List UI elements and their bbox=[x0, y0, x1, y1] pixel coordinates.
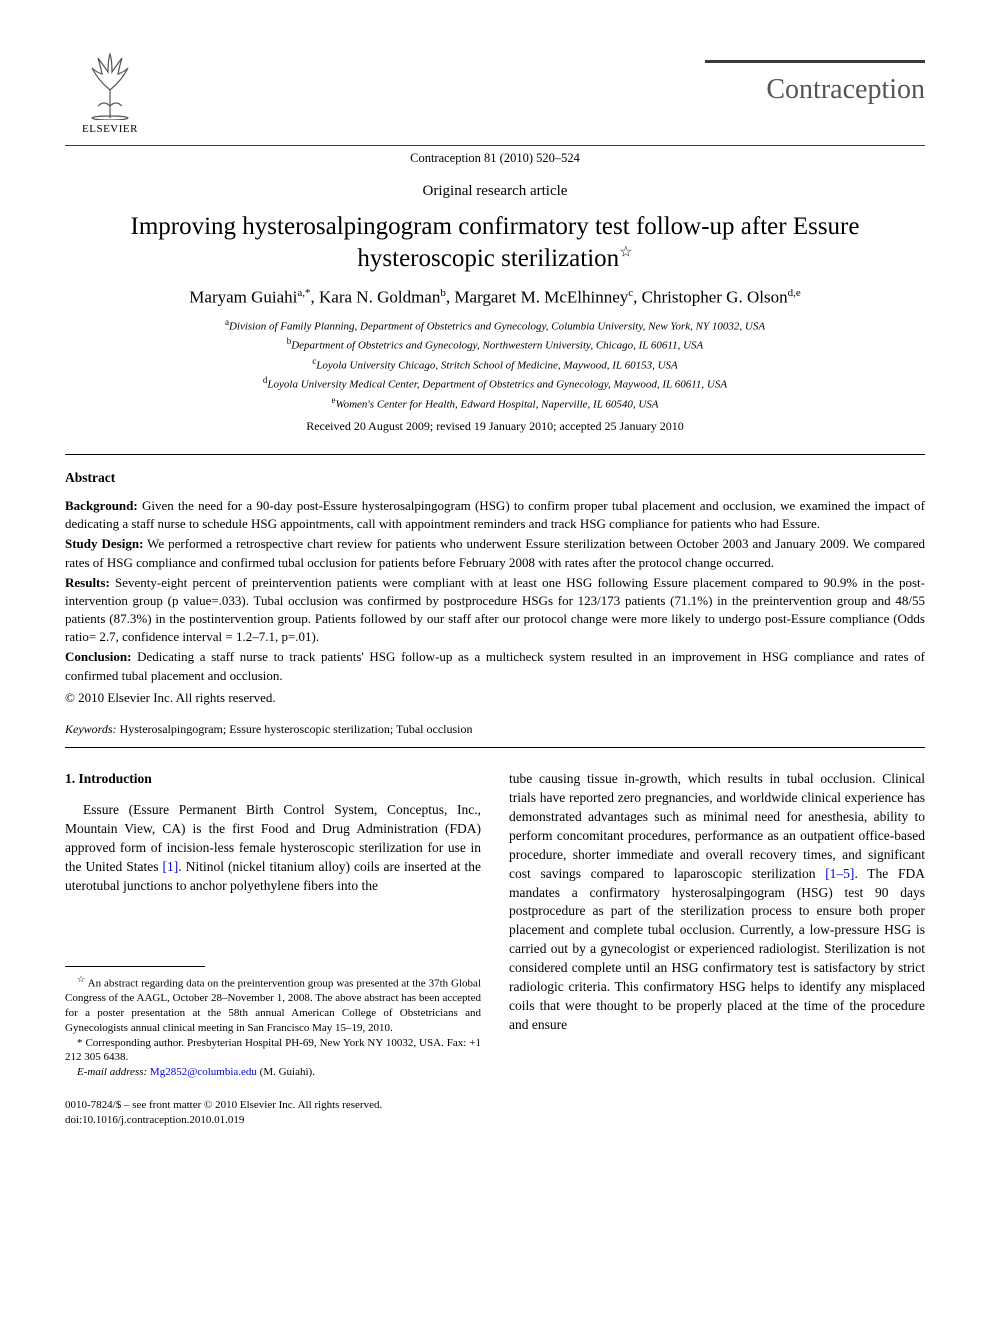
left-column: 1. Introduction Essure (Essure Permanent… bbox=[65, 770, 481, 1080]
author-4: , Christopher G. Olson bbox=[633, 288, 787, 307]
elsevier-tree-icon bbox=[78, 50, 142, 120]
publisher-block: ELSEVIER bbox=[65, 50, 155, 137]
abstract-body: Background: Given the need for a 90-day … bbox=[65, 497, 925, 707]
affiliation-b: Department of Obstetrics and Gynecology,… bbox=[291, 340, 703, 352]
footnote-email-link[interactable]: Mg2852@columbia.edu bbox=[147, 1066, 257, 1078]
abstract-conclusion-text: Dedicating a staff nurse to track patien… bbox=[65, 649, 925, 682]
affiliation-c: Loyola University Chicago, Stritch Schoo… bbox=[316, 359, 678, 371]
bottom-matter: 0010-7824/$ – see front matter © 2010 El… bbox=[65, 1098, 925, 1128]
journal-rule-top bbox=[705, 60, 925, 63]
intro-text-3: tube causing tissue in-growth, which res… bbox=[509, 771, 925, 880]
abstract-background-text: Given the need for a 90-day post-Essure … bbox=[65, 498, 925, 531]
citation-line: Contraception 81 (2010) 520–524 bbox=[65, 150, 925, 167]
footnotes: ☆ An abstract regarding data on the prei… bbox=[65, 973, 481, 1081]
author-4-aff: d,e bbox=[788, 287, 801, 299]
article-dates: Received 20 August 2009; revised 19 Janu… bbox=[65, 418, 925, 434]
title-line-2: hysteroscopic sterilization bbox=[357, 245, 619, 272]
title-star-icon: ☆ bbox=[619, 245, 632, 261]
author-1: Maryam Guiahi bbox=[189, 288, 297, 307]
intro-paragraph-left: Essure (Essure Permanent Birth Control S… bbox=[65, 801, 481, 895]
intro-paragraph-right: tube causing tissue in-growth, which res… bbox=[509, 770, 925, 1034]
abstract-heading: Abstract bbox=[65, 469, 925, 487]
affiliation-a: Division of Family Planning, Department … bbox=[229, 320, 765, 332]
journal-title: Contraception bbox=[705, 71, 925, 109]
footnote-rule bbox=[65, 966, 205, 967]
keywords-text: Hysterosalpingogram; Essure hysteroscopi… bbox=[117, 722, 473, 736]
affiliations: aDivision of Family Planning, Department… bbox=[65, 316, 925, 414]
section-1-heading: 1. Introduction bbox=[65, 770, 481, 789]
author-3: , Margaret M. McElhinney bbox=[446, 288, 628, 307]
affiliation-d: Loyola University Medical Center, Depart… bbox=[267, 379, 727, 391]
intro-text-4: . The FDA mandates a confirmatory hyster… bbox=[509, 866, 925, 1032]
publisher-name: ELSEVIER bbox=[82, 122, 138, 137]
abstract-design-label: Study Design: bbox=[65, 536, 143, 551]
abstract-copyright: © 2010 Elsevier Inc. All rights reserved… bbox=[65, 689, 925, 707]
author-list: Maryam Guiahia,*, Kara N. Goldmanb, Marg… bbox=[65, 286, 925, 310]
front-matter-line: 0010-7824/$ – see front matter © 2010 El… bbox=[65, 1098, 925, 1113]
article-title: Improving hysterosalpingogram confirmato… bbox=[65, 211, 925, 276]
body-columns: 1. Introduction Essure (Essure Permanent… bbox=[65, 770, 925, 1080]
author-1-aff: a, bbox=[297, 287, 305, 299]
footnote-email-label: E-mail address: bbox=[77, 1066, 147, 1078]
keywords-label: Keywords: bbox=[65, 722, 117, 736]
author-2: , Kara N. Goldman bbox=[311, 288, 441, 307]
header-rule bbox=[65, 145, 925, 146]
abstract-background-label: Background: bbox=[65, 498, 138, 513]
footnote-email-tail: (M. Guiahi). bbox=[257, 1066, 315, 1078]
affiliation-e: Women's Center for Health, Edward Hospit… bbox=[335, 399, 658, 411]
page-header: ELSEVIER Contraception bbox=[65, 50, 925, 137]
reference-link-1[interactable]: [1] bbox=[163, 859, 179, 874]
abstract-conclusion-label: Conclusion: bbox=[65, 649, 131, 664]
abstract-rule-bottom bbox=[65, 747, 925, 748]
abstract-results-text: Seventy-eight percent of preintervention… bbox=[65, 575, 925, 645]
keywords-line: Keywords: Hysterosalpingogram; Essure hy… bbox=[65, 721, 925, 737]
footnote-star-text: An abstract regarding data on the preint… bbox=[65, 977, 481, 1034]
doi-line: doi:10.1016/j.contraception.2010.01.019 bbox=[65, 1113, 925, 1128]
footnote-corr-text: Corresponding author. Presbyterian Hospi… bbox=[65, 1037, 481, 1064]
abstract-rule-top bbox=[65, 454, 925, 455]
article-type: Original research article bbox=[65, 181, 925, 201]
right-column: tube causing tissue in-growth, which res… bbox=[509, 770, 925, 1080]
journal-title-block: Contraception bbox=[705, 50, 925, 109]
abstract-design-text: We performed a retrospective chart revie… bbox=[65, 536, 925, 569]
reference-link-2[interactable]: [1–5] bbox=[825, 866, 854, 881]
abstract-results-label: Results: bbox=[65, 575, 110, 590]
title-line-1: Improving hysterosalpingogram confirmato… bbox=[131, 213, 860, 240]
